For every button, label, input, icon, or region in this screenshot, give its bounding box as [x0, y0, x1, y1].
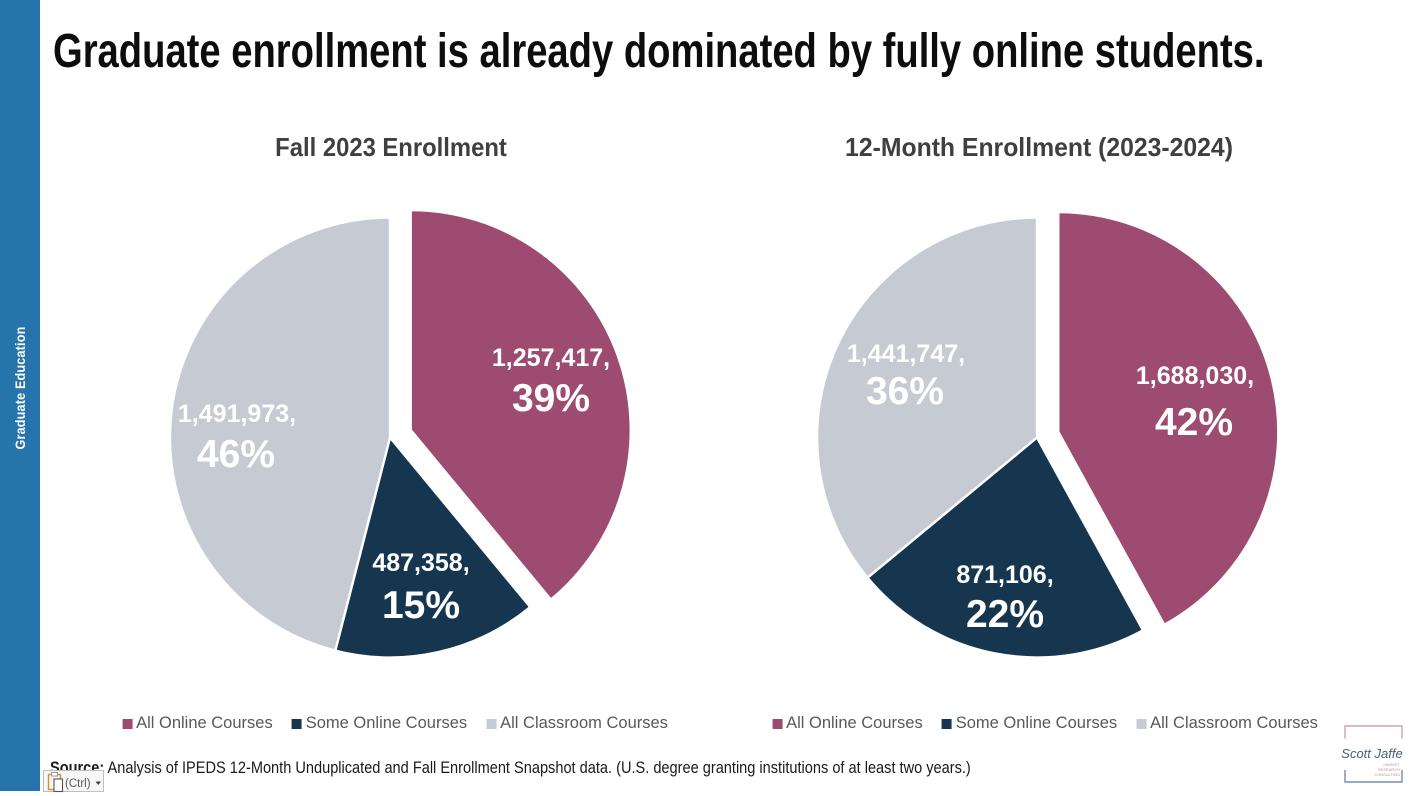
- svg-text:MARKET: MARKET: [1383, 762, 1400, 767]
- svg-text:15%: 15%: [382, 584, 460, 627]
- svg-text:36%: 36%: [866, 370, 944, 413]
- svg-text:39%: 39%: [512, 377, 590, 420]
- svg-text:Scott Jaffe: Scott Jaffe: [1341, 746, 1402, 761]
- svg-text:22%: 22%: [966, 593, 1044, 636]
- svg-text:46%: 46%: [197, 433, 275, 476]
- svg-text:1,257,417,: 1,257,417,: [492, 344, 610, 372]
- svg-text:871,106,: 871,106,: [956, 561, 1053, 589]
- svg-text:42%: 42%: [1155, 401, 1233, 444]
- svg-text:1,491,973,: 1,491,973,: [178, 400, 296, 428]
- svg-text:RESEARCH: RESEARCH: [1378, 767, 1400, 772]
- svg-text:(Ctrl): (Ctrl): [65, 778, 91, 790]
- svg-text:CONSULTING: CONSULTING: [1374, 772, 1400, 777]
- svg-text:487,358,: 487,358,: [372, 549, 469, 577]
- svg-text:1,688,030,: 1,688,030,: [1136, 362, 1254, 390]
- svg-text:1,441,747,: 1,441,747,: [847, 340, 965, 368]
